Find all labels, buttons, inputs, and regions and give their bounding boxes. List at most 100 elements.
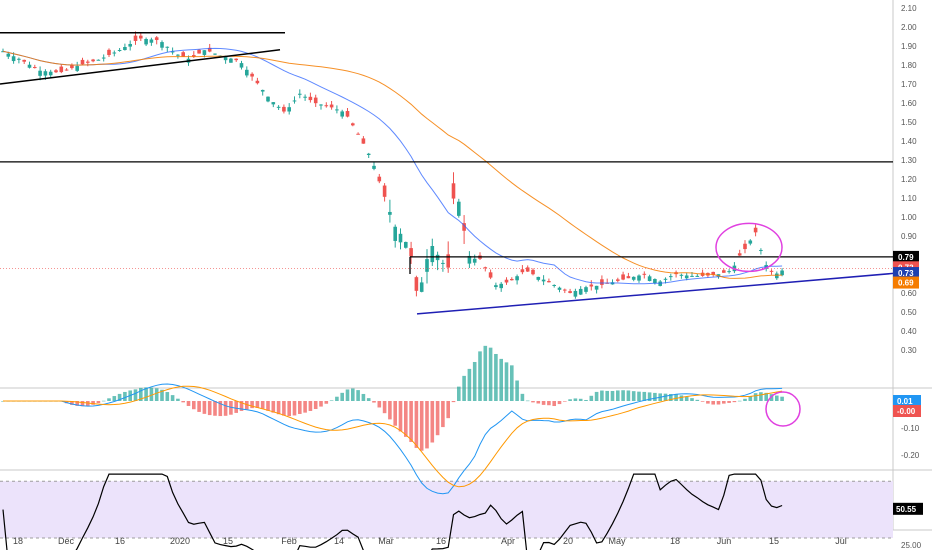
highlight-circle	[715, 222, 783, 273]
candle-body	[86, 61, 90, 63]
macd-histogram-bar	[531, 401, 535, 403]
time-tick-label: 18	[13, 536, 23, 546]
macd-histogram-bar	[388, 401, 392, 420]
macd-histogram-bar	[75, 401, 79, 406]
macd-histogram-bar	[144, 387, 148, 401]
macd-histogram-bar	[626, 390, 631, 401]
rsi-badge	[893, 502, 923, 515]
candle-body	[91, 59, 95, 62]
macd-histogram-bar	[695, 399, 700, 401]
price-tick-label: 0.50	[901, 308, 917, 317]
candle-body	[223, 57, 228, 61]
macd-histogram-bar	[197, 401, 201, 412]
candle-body	[75, 66, 79, 71]
macd-histogram-bar	[234, 401, 238, 413]
candle-body	[642, 273, 647, 275]
candle-body	[722, 270, 726, 273]
macd-histogram-bar	[154, 388, 159, 401]
candle-body	[398, 233, 403, 243]
macd-histogram-bar	[91, 401, 95, 405]
macd-histogram-bar	[568, 399, 572, 401]
candle-body	[59, 66, 64, 73]
macd-histogram-bar	[642, 391, 647, 401]
price-badge	[893, 276, 919, 289]
macd-histogram-bar	[186, 401, 191, 406]
macd-histogram-bar	[430, 401, 435, 443]
macd-histogram-bar	[239, 401, 244, 411]
macd-highlight-circle	[765, 391, 801, 427]
candle-body	[748, 240, 753, 244]
candle-body	[112, 52, 117, 54]
rsi-line	[2, 473, 783, 555]
candle-body	[457, 201, 461, 216]
candle-body	[430, 245, 435, 263]
candle-body	[600, 279, 604, 285]
candle-body	[488, 272, 493, 278]
macd-histogram-bar	[176, 398, 180, 401]
candle-body	[753, 227, 758, 233]
macd-histogram-bar	[737, 400, 742, 402]
rsi-tick-label: 25.00	[901, 541, 922, 550]
candle-body	[393, 226, 397, 241]
macd-histogram-bar	[117, 393, 122, 401]
price-tick-label: 0.60	[901, 289, 917, 298]
wedge-lower-trendline	[0, 49, 281, 85]
candle-body	[133, 35, 138, 41]
candle-body	[17, 58, 21, 60]
candle-body	[107, 49, 111, 56]
price-tick-label: 1.30	[901, 156, 917, 165]
candle-body	[658, 281, 662, 286]
macd-histogram-bar	[229, 401, 233, 415]
candle-body	[382, 185, 387, 197]
macd-histogram-bar	[70, 401, 74, 405]
macd-histogram-bar	[393, 401, 397, 426]
macd-histogram-bar	[499, 358, 503, 401]
candle-body	[1, 51, 5, 53]
macd-histogram-bar	[536, 401, 541, 404]
macd-histogram-bar	[181, 401, 185, 403]
macd-histogram-bar	[361, 393, 366, 401]
macd-histogram-bar	[425, 401, 429, 449]
macd-histogram-bar	[213, 401, 217, 416]
macd-histogram-bar	[525, 400, 530, 402]
candle-body	[409, 248, 413, 257]
macd-histogram-bar	[669, 393, 673, 401]
price-tick-label: 2.00	[901, 23, 917, 32]
macd-histogram-bar	[266, 401, 270, 411]
time-tick-label: Apr	[501, 536, 515, 546]
candle-body	[414, 277, 419, 291]
macd-histogram-bar	[748, 396, 753, 401]
price-badge	[893, 267, 919, 280]
candle-body	[446, 254, 450, 268]
macd-histogram-bar	[287, 401, 291, 417]
candle-body	[329, 104, 334, 108]
candle-body	[695, 275, 700, 277]
candle-body	[536, 276, 541, 280]
macd-histogram-bar	[743, 398, 747, 401]
candle-body	[181, 52, 185, 57]
macd-tick-label: -0.20	[901, 451, 920, 460]
macd-histogram-bar	[372, 401, 376, 403]
macd-histogram-bar	[223, 401, 228, 416]
time-tick-label: 15	[223, 536, 233, 546]
price-tick-label: 1.70	[901, 80, 917, 89]
macd-histogram-bar	[515, 380, 519, 401]
time-tick-label: Feb	[281, 536, 297, 546]
candle-body	[584, 287, 588, 292]
candle-body	[6, 53, 11, 57]
price-tick-label: 1.50	[901, 118, 917, 127]
candle-body	[541, 279, 546, 282]
price-tick-label: 1.80	[901, 61, 917, 70]
candle-body	[22, 59, 26, 62]
macd-histogram-bar	[271, 401, 276, 413]
candle-body	[266, 96, 270, 102]
macd-histogram-bar	[478, 351, 482, 401]
candle-body	[43, 71, 48, 76]
price-badge	[893, 250, 919, 263]
macd-histogram-bar	[727, 401, 731, 403]
candle-body	[80, 59, 85, 65]
candle-body	[637, 275, 641, 281]
macd-histogram-bar	[520, 393, 525, 401]
